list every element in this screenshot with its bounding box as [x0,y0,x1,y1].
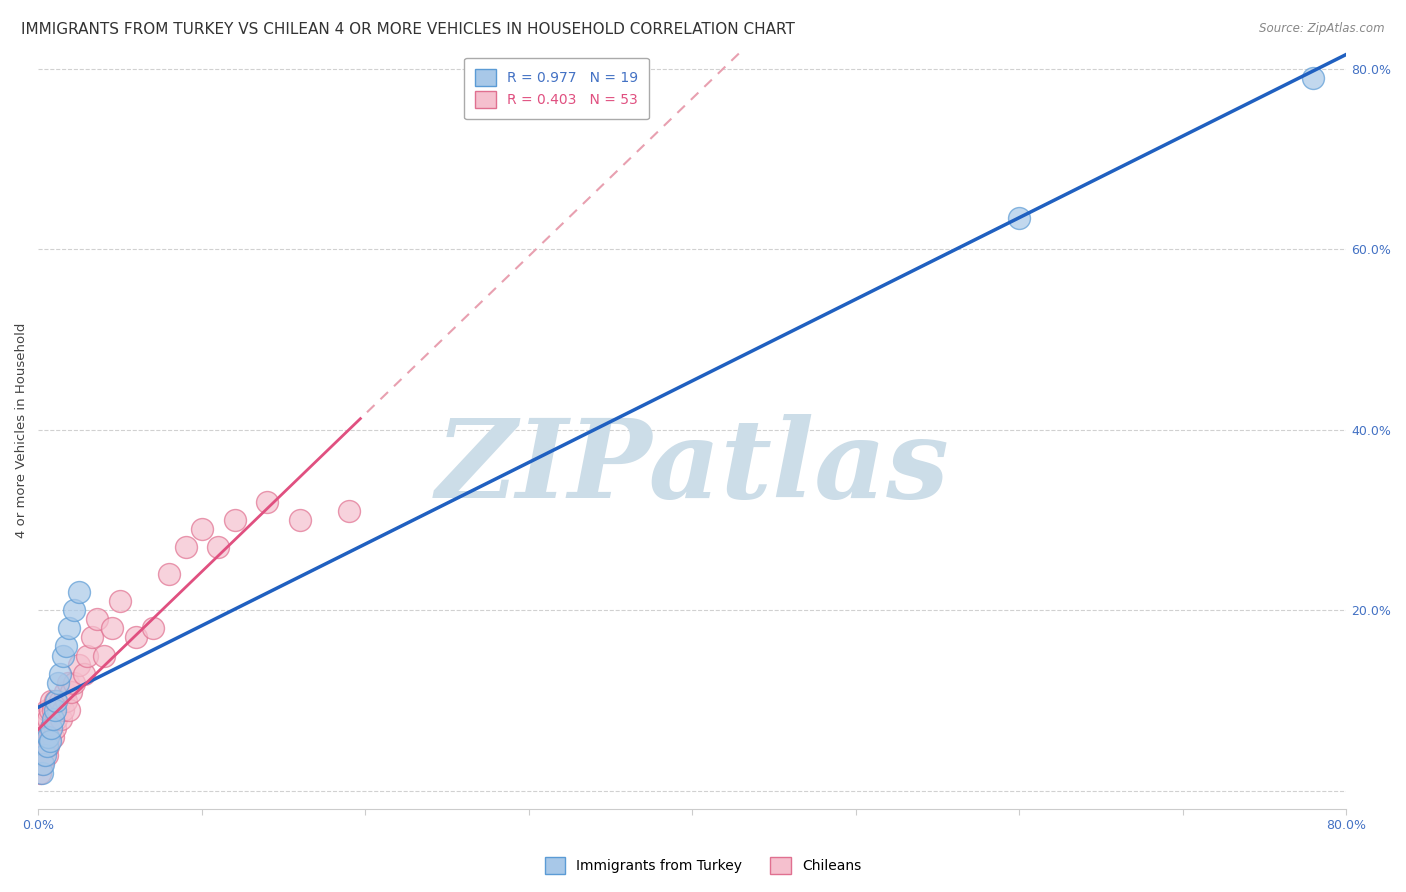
Point [67,657,90,672]
Point [48,666,70,681]
Point [1008,211,1031,225]
Point [32,712,55,726]
Point [37,730,59,744]
Point [60,684,83,698]
Point [31,721,53,735]
Point [34,739,56,753]
Point [256,495,278,509]
Point [174,540,197,554]
Point [101,622,124,636]
Point [63,675,86,690]
Point [52,703,75,717]
Point [44,693,66,707]
Point [28,730,51,744]
Point [224,513,246,527]
Point [55,640,77,654]
Point [38,730,60,744]
Point [58,622,80,636]
Point [37,739,59,753]
Y-axis label: 4 or more Vehicles in Household: 4 or more Vehicles in Household [15,322,28,538]
Point [52,648,75,663]
Point [41,693,63,707]
Point [42,730,65,744]
Point [38,703,60,717]
Point [28,747,51,762]
Point [93,648,115,663]
Point [31,756,53,771]
Point [32,756,55,771]
Point [142,622,165,636]
Point [35,739,58,753]
Point [63,603,86,617]
Point [76,648,98,663]
Point [41,721,63,735]
Point [191,522,214,536]
Point [35,747,58,762]
Point [31,739,53,753]
Point [86,612,108,626]
Point [35,730,58,744]
Legend: Immigrants from Turkey, Chileans: Immigrants from Turkey, Chileans [537,850,869,880]
Point [44,703,66,717]
Point [37,712,59,726]
Point [56,675,79,690]
Point [45,693,67,707]
Point [32,730,55,744]
Point [28,765,51,780]
Point [288,513,311,527]
Point [157,567,180,582]
Text: Source: ZipAtlas.com: Source: ZipAtlas.com [1260,22,1385,36]
Point [42,712,65,726]
Point [67,585,90,599]
Legend: R = 0.977   N = 19, R = 0.403   N = 53: R = 0.977 N = 19, R = 0.403 N = 53 [464,58,650,120]
Point [51,712,73,726]
Point [82,631,104,645]
Point [31,765,53,780]
Point [32,747,55,762]
Point [125,631,148,645]
Point [108,594,131,608]
Point [207,540,229,554]
Text: ZIPatlas: ZIPatlas [436,414,949,522]
Point [34,712,56,726]
Point [337,504,360,518]
Point [41,721,63,735]
Text: IMMIGRANTS FROM TURKEY VS CHILEAN 4 OR MORE VEHICLES IN HOUSEHOLD CORRELATION CH: IMMIGRANTS FROM TURKEY VS CHILEAN 4 OR M… [21,22,794,37]
Point [34,747,56,762]
Point [1302,70,1324,85]
Point [38,734,60,748]
Point [46,675,69,690]
Point [73,666,96,681]
Point [53,684,76,698]
Point [45,712,67,726]
Point [42,703,65,717]
Point [44,721,66,735]
Point [48,693,70,707]
Point [58,703,80,717]
Point [35,703,58,717]
Point [55,693,77,707]
Point [46,703,69,717]
